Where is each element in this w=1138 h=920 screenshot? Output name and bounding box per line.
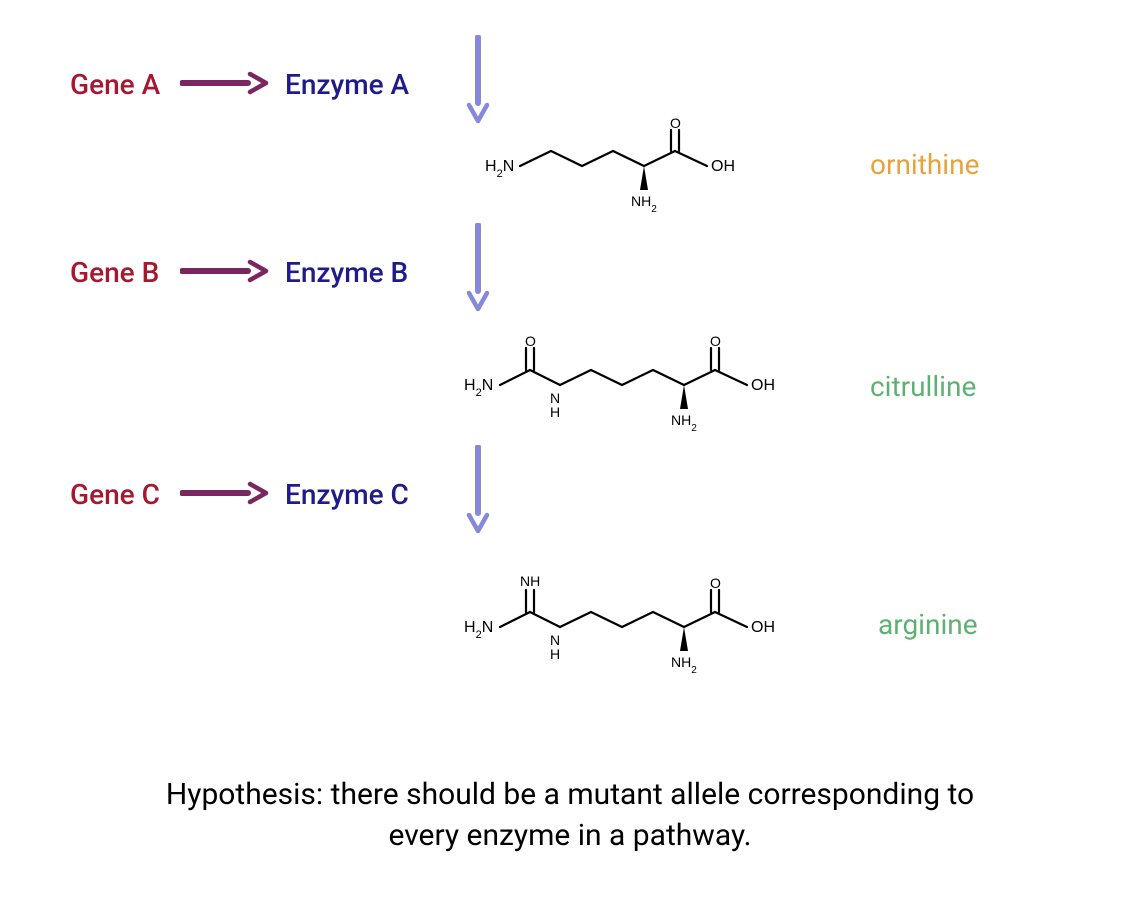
svg-text:NH2: NH2	[631, 193, 657, 215]
svg-text:H: H	[550, 646, 560, 662]
svg-text:OH: OH	[711, 158, 735, 175]
ornithine-structure: H2N O OH NH2	[455, 118, 785, 228]
svg-text:O: O	[710, 575, 721, 591]
svg-text:O: O	[710, 333, 721, 349]
ornithine-label: ornithine	[870, 148, 979, 181]
enzyme-a-label: Enzyme A	[285, 68, 409, 101]
gene-c-label: Gene C	[70, 478, 160, 511]
arrow-gene-b-to-enzyme-b	[180, 258, 275, 284]
gene-b-label: Gene B	[70, 256, 159, 289]
arrow-gene-c-to-enzyme-c	[180, 480, 275, 506]
svg-text:NH2: NH2	[671, 654, 697, 676]
enzyme-c-label: Enzyme C	[285, 478, 409, 511]
arrow-gene-a-to-enzyme-a	[180, 70, 275, 96]
pathway-arrow-1	[465, 35, 491, 130]
arginine-structure: H2N NH N H O OH NH2	[438, 562, 798, 692]
svg-text:H: H	[550, 404, 560, 420]
svg-text:H2N: H2N	[485, 158, 514, 180]
svg-text:NH2: NH2	[671, 412, 697, 434]
enzyme-b-label: Enzyme B	[285, 256, 408, 289]
svg-text:O: O	[525, 333, 536, 349]
pathway-arrow-2	[465, 223, 491, 318]
citrulline-label: citrulline	[870, 370, 976, 403]
svg-text:H2N: H2N	[464, 377, 493, 399]
svg-text:H2N: H2N	[464, 619, 493, 641]
gene-a-label: Gene A	[70, 68, 160, 101]
hypothesis-text: Hypothesis: there should be a mutant all…	[160, 775, 980, 856]
citrulline-structure: H2N O N H O OH NH2	[438, 330, 798, 450]
pathway-arrow-3	[465, 445, 491, 540]
svg-text:OH: OH	[751, 377, 775, 394]
svg-text:O: O	[670, 118, 681, 131]
svg-text:OH: OH	[751, 619, 775, 636]
arginine-label: arginine	[878, 608, 978, 641]
svg-text:NH: NH	[520, 573, 540, 589]
